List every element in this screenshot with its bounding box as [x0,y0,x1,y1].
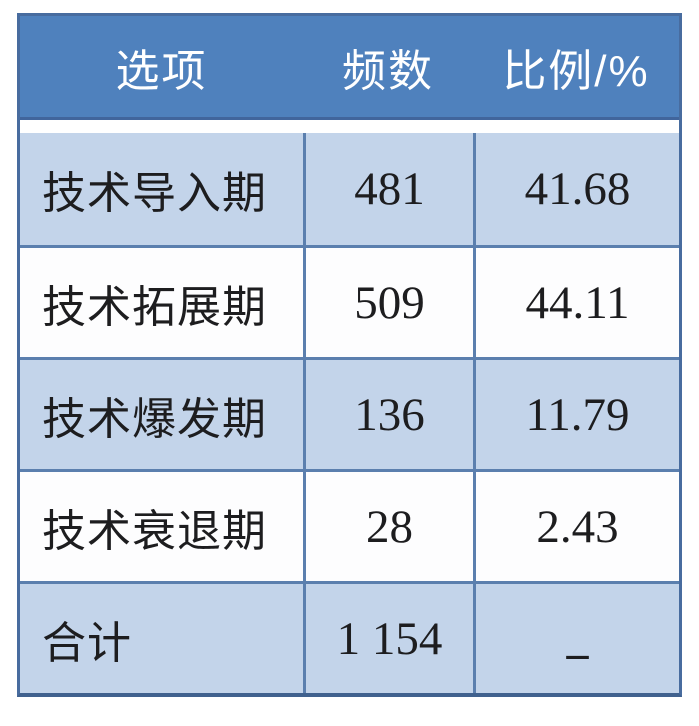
option-cell: 技术导入期 [42,169,267,218]
frequency-table: 选项 频数 比例/% 技术导入期 481 41.68 技术拓展期 509 44.… [17,13,682,697]
proportion-cell: 11.79 [473,360,679,469]
total-proportion-placeholder: _ [473,584,679,693]
option-cell: 技术拓展期 [42,282,267,332]
column-header-option: 选项 [115,46,208,96]
table-row-explosion: 技术爆发期 136 11.79 [20,357,679,469]
frequency-cell: 481 [303,133,473,245]
total-label-cell: 合计 [42,618,132,668]
proportion-cell: 41.68 [473,133,679,245]
column-header-frequency: 频数 [342,46,434,96]
header-gap [20,120,679,133]
frequency-cell: 28 [303,472,473,581]
table-row-expansion: 技术拓展期 509 44.11 [20,245,679,357]
frequency-cell: 509 [303,248,473,357]
table-row-intro: 技术导入期 481 41.68 [20,133,679,245]
proportion-cell: 2.43 [473,472,679,581]
option-cell: 技术衰退期 [42,506,267,556]
frequency-cell: 136 [303,360,473,469]
option-cell: 技术爆发期 [42,394,267,444]
table-header-row: 选项 频数 比例/% [20,16,679,120]
table-row-decline: 技术衰退期 28 2.43 [20,469,679,581]
proportion-cell: 44.11 [473,248,679,357]
total-frequency-cell: 1 154 [303,584,473,693]
table-row-total: 合计 1 154 _ [20,581,679,693]
column-header-proportion: 比例/% [502,46,650,96]
